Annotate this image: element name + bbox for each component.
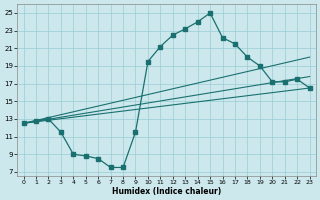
X-axis label: Humidex (Indice chaleur): Humidex (Indice chaleur) [112,187,221,196]
